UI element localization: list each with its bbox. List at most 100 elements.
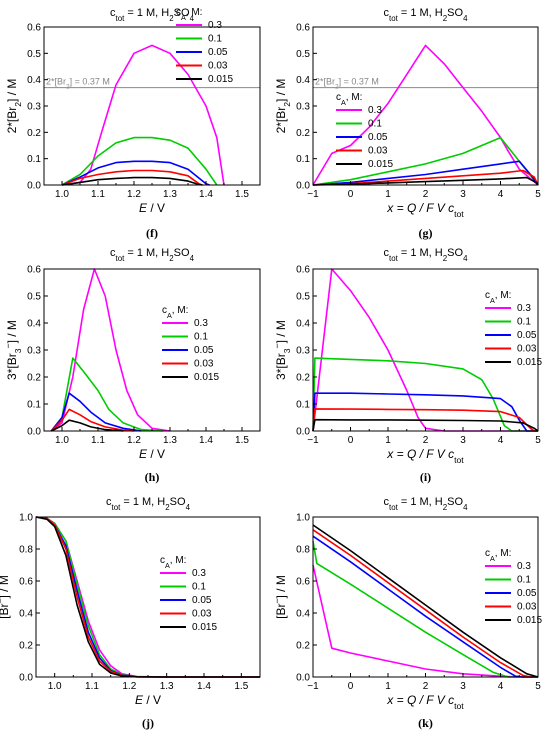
y-tick-label: 0.6 [296,265,310,276]
y-tick-label: 1.0 [296,513,310,524]
y-tick-label: 0.6 [296,23,310,34]
legend-label: 0.1 [517,317,531,328]
series-line-0.03 [312,169,539,186]
series-line-0.015 [312,524,539,678]
legend-label: 0.3 [517,561,531,572]
y-tick-label: 0.0 [19,673,33,684]
plot-frame [312,26,539,186]
legend-label: 0.03 [368,146,388,157]
legend-label: 0.03 [208,61,228,72]
y-tick-label: 0.5 [296,49,310,60]
x-tick-label: 4 [498,435,504,446]
legend-title: cA, M: [485,290,511,305]
series-line-0.1 [35,516,260,678]
x-tick-label: 2 [423,681,429,692]
y-tick-label: 0.0 [296,181,310,192]
x-tick-label: −1 [307,189,319,200]
legend-title: cA, M: [160,555,186,570]
y-tick-label: 0.2 [19,641,33,652]
y-tick-label: 0.6 [19,577,33,588]
legend-label: 0.05 [194,345,214,356]
legend-label: 0.03 [194,359,214,370]
y-tick-label: 0.4 [296,319,310,330]
legend-label: 0.3 [517,303,531,314]
legend-label: 0.1 [368,119,382,130]
legend-label: 0.3 [208,20,222,31]
y-tick-label: 0.6 [27,23,41,34]
x-tick-label: 1.1 [91,189,105,200]
legend-label: 0.3 [192,568,206,579]
legend-title: cA, M: [336,92,362,107]
y-axis-label: 3*[Br3−] / M [3,320,23,380]
x-axis-label: x = Q / F V ctot [386,693,464,711]
series-line-0.1 [61,136,218,186]
y-axis-label: 3*[Br3−] / M [272,320,292,380]
x-tick-label: 0 [348,435,354,446]
series-line-0.05 [50,392,142,432]
legend-label: 0.015 [194,372,219,383]
legend-label: 0.015 [208,74,233,85]
legend-label: 0.1 [194,332,208,343]
chart-panel-h: ctot = 1 M, H2SO4 1.0 1.1 1.2 1.3 1.4 1.5 0.0 0.… [3,247,261,484]
y-tick-label: 0.1 [27,400,41,411]
x-tick-label: 5 [535,189,541,200]
x-tick-label: 1.4 [199,189,213,200]
y-tick-label: 0.2 [296,641,310,652]
y-tick-label: 0.2 [296,128,310,139]
x-tick-label: 1.4 [197,681,211,692]
series-line-0.015 [61,176,203,186]
series-line-0.05 [61,160,210,186]
chart-title: ctot = 1 M, H2SO4 [384,7,469,23]
x-tick-label: 1.3 [163,435,177,446]
y-tick-label: 0.3 [296,346,310,357]
chart-title: ctot = 1 M, H2SO4 [110,7,195,23]
plot-frame [35,516,261,678]
legend-label: 0.03 [192,609,212,620]
y-tick-label: 0.4 [296,75,310,86]
series-line-0.03 [35,516,260,678]
series-line-0.1 [50,357,163,432]
legend-label: 0.1 [517,575,531,586]
y-tick-label: 0.3 [27,346,41,357]
chart-title: ctot = 1 M, H2SO4 [110,247,195,263]
series-line-0.05 [35,516,260,678]
x-axis-label: E / V [135,693,161,707]
legend-label: 0.015 [517,615,542,626]
y-tick-label: 0.0 [27,427,41,438]
y-tick-label: 0.4 [296,609,310,620]
x-tick-label: 1.5 [234,681,248,692]
x-tick-label: −1 [307,435,319,446]
series-line-0.03 [61,169,203,186]
legend-label: 0.03 [517,344,537,355]
x-tick-label: 1.3 [160,681,174,692]
chart-panel-k: ctot = 1 M, H2SO4 −1 0 1 2 3 4 5 0.0 0.2 0.4 0.6 0.8… [272,496,542,730]
panel-label: (j) [142,716,154,730]
legend-title: cA, M: [162,305,188,320]
x-tick-label: 1.4 [199,435,213,446]
reference-line-label: 2*[Br2] = 0.37 M [46,77,110,91]
x-axis-label: x = Q / F V ctot [386,201,464,219]
x-tick-label: 4 [498,681,504,692]
series-line-0.05 [312,160,539,186]
y-tick-label: 0.2 [27,128,41,139]
x-tick-label: 2 [423,435,429,446]
panel-label: (k) [418,716,433,730]
y-tick-label: 0.1 [27,154,41,165]
series-line-0.1 [312,540,538,678]
x-tick-label: 0 [348,681,354,692]
x-axis-label: x = Q / F V ctot [386,447,464,465]
chart-title: ctot = 1 M, H2SO4 [106,496,191,512]
legend-label: 0.015 [517,357,542,368]
y-tick-label: 1.0 [19,513,33,524]
legend-label: 0.05 [517,330,537,341]
y-tick-label: 0.1 [296,400,310,411]
y-tick-label: 0.4 [27,75,41,86]
x-tick-label: 3 [460,435,466,446]
series-line-0.03 [50,408,135,432]
y-tick-label: 0.3 [296,102,310,113]
x-tick-label: 4 [498,189,504,200]
series-line-0.03 [312,408,538,432]
legend-label: 0.05 [192,595,212,606]
y-tick-label: 0.5 [296,292,310,303]
x-tick-label: 1.0 [48,681,62,692]
